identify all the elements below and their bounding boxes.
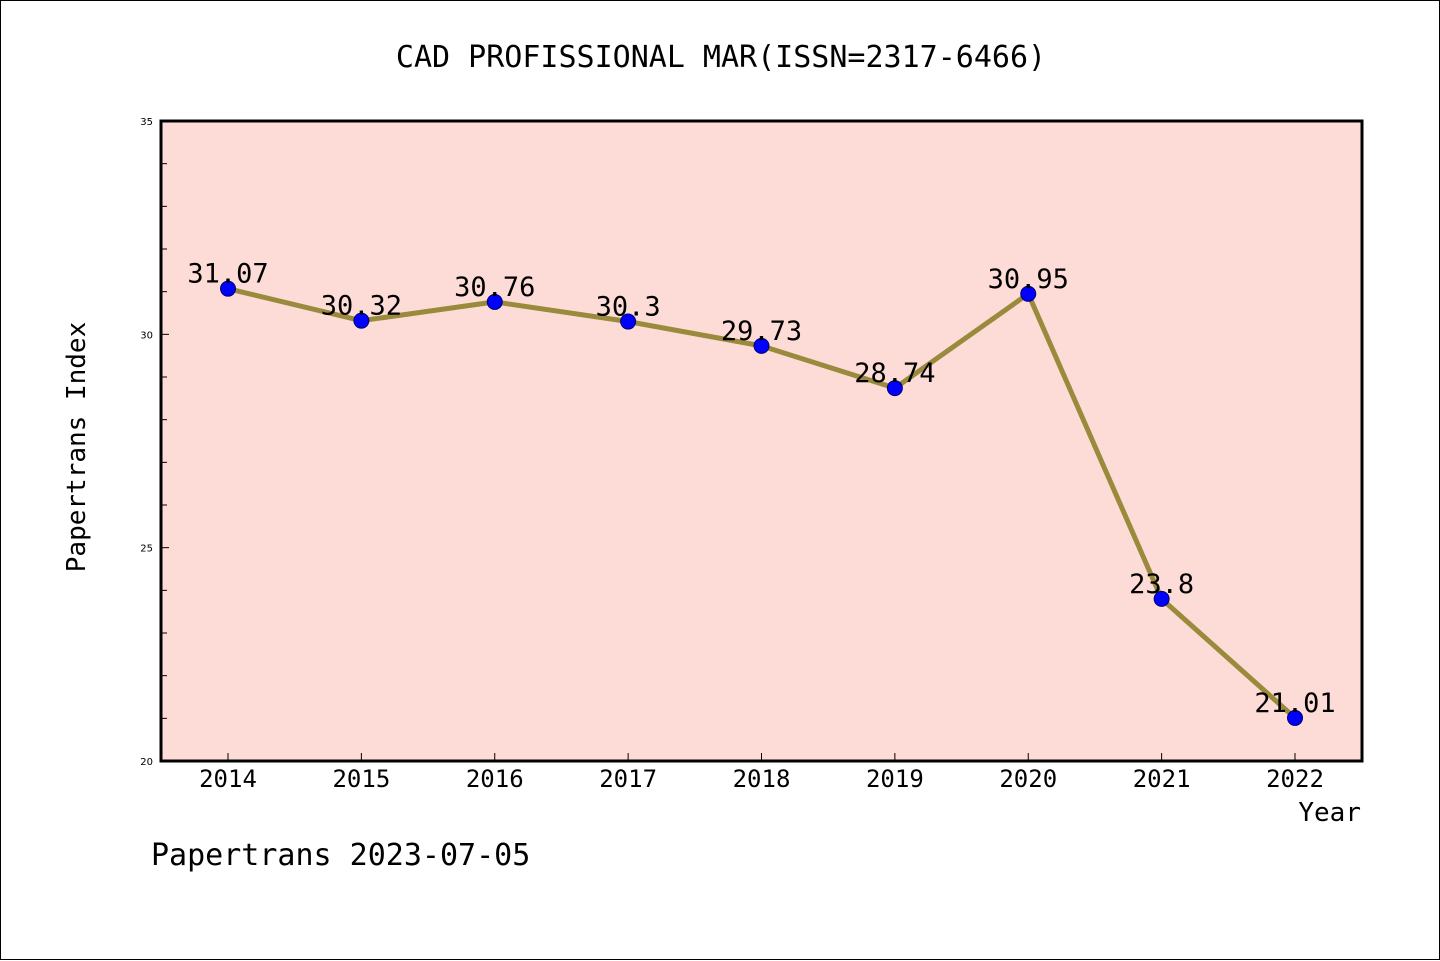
data-point: [753, 337, 770, 354]
data-label: 23.8: [1129, 569, 1194, 600]
data-label: 30.95: [988, 264, 1069, 295]
chart-title: CAD PROFISSIONAL MAR(ISSN=2317-6466): [396, 40, 1046, 75]
y-axis-label: Papertrans Index: [62, 322, 92, 572]
x-tick-label: 2021: [1133, 765, 1191, 793]
y-tick-label: 30: [140, 330, 153, 341]
plot-area: [159, 119, 1364, 763]
data-label: 30.76: [454, 272, 535, 303]
data-label: 28.74: [854, 358, 935, 389]
x-tick-label: 2020: [999, 765, 1057, 793]
data-labels: 31.07 30.32 30.76 30.3 29.73 28.74 30.95 23.8 21…: [187, 259, 1335, 719]
data-label: 21.01: [1254, 688, 1335, 719]
y-tick-label: 25: [140, 544, 153, 555]
data-label: 30.3: [596, 292, 661, 323]
y-axis: 20 25 30 35: [140, 117, 169, 768]
data-point: [220, 280, 236, 297]
data-point: [1020, 285, 1037, 302]
data-label: 29.73: [721, 316, 802, 347]
x-tick-label: 2022: [1266, 765, 1324, 793]
data-point: [486, 293, 503, 310]
data-label: 30.32: [321, 291, 402, 322]
data-point: [886, 380, 903, 397]
x-tick-label: 2014: [199, 765, 257, 793]
x-axis-label: Year: [1298, 798, 1361, 828]
x-tick-label: 2019: [866, 765, 924, 793]
footer-date: Papertrans 2023-07-05: [151, 838, 530, 873]
x-tick-label: 2018: [733, 765, 791, 793]
x-tick-label: 2017: [599, 765, 657, 793]
data-point: [620, 313, 637, 330]
series-markers: [220, 280, 1303, 726]
x-tick-label: 2015: [332, 765, 390, 793]
data-point: [1287, 709, 1303, 726]
y-tick-label: 20: [140, 757, 153, 768]
y-tick-label: 35: [140, 117, 153, 128]
x-tick-label: 2016: [466, 765, 524, 793]
data-point: [353, 312, 370, 329]
data-label: 31.07: [187, 259, 268, 290]
x-axis: 2014 2015 2016 2017 2018 2019 2020 2021 2022: [199, 753, 1324, 793]
data-point: [1153, 590, 1170, 607]
